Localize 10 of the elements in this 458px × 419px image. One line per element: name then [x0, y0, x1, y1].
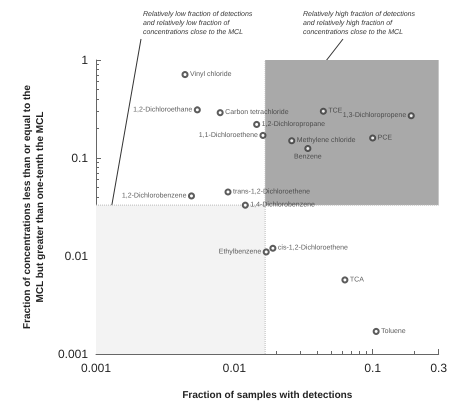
- x-tick-label: 0.001: [80, 361, 112, 375]
- y-tick-label: 0.01: [64, 249, 88, 263]
- y-tick-label: 0.1: [71, 151, 88, 165]
- y-tick-label: 1: [81, 53, 88, 67]
- x-axis-title: Fraction of samples with detections: [182, 390, 353, 401]
- x-tick-label: 0.3: [430, 361, 448, 375]
- y-axis-title: Fraction of concentrations less than or equal to the MCL but greater than one-tenth the MCL: [22, 84, 46, 329]
- x-tick-label: 0.01: [222, 361, 246, 375]
- y-tick-label: 0.001: [58, 347, 88, 361]
- x-tick-label: 0.1: [364, 361, 382, 375]
